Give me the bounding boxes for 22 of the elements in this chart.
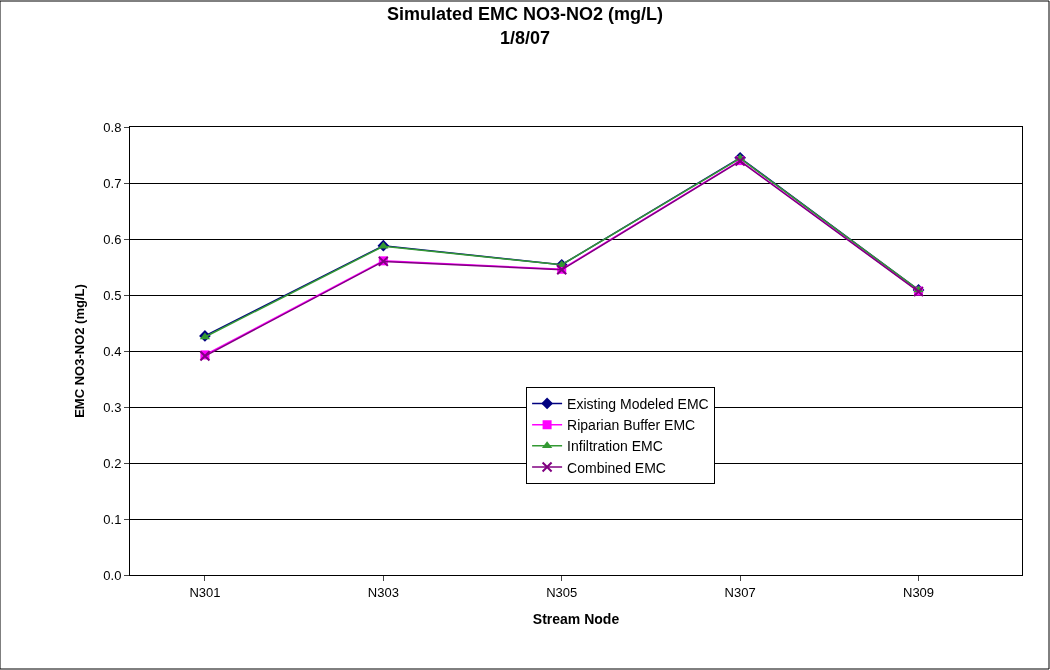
y-tick-label: 0.1 [103, 511, 122, 527]
legend-label: Riparian Buffer EMC [567, 417, 696, 434]
x-tick-label: N309 [902, 584, 935, 600]
x-tick-label: N303 [367, 584, 399, 600]
legend-label: Combined EMC [567, 459, 666, 476]
y-tick-label: 0.0 [103, 567, 122, 583]
y-tick-label: 0.7 [103, 175, 122, 191]
chart-title: Simulated EMC NO3-NO2 (mg/L) [386, 4, 664, 25]
y-tick-label: 0.2 [103, 455, 122, 471]
legend-label: Existing Modeled EMC [567, 395, 709, 412]
y-tick-label: 0.8 [103, 119, 122, 135]
legend-label: Infiltration EMC [567, 438, 663, 455]
y-tick-label: 0.6 [103, 231, 122, 247]
chart-subtitle: 1/8/07 [499, 27, 551, 48]
x-tick-label: N307 [724, 584, 756, 600]
x-tick-label: N305 [546, 584, 578, 600]
x-axis-title: Stream Node [532, 610, 620, 627]
y-tick-label: 0.5 [103, 287, 122, 303]
x-tick-label: N301 [189, 584, 221, 600]
y-axis-title: EMC NO3-NO2 (mg/L) [72, 284, 88, 418]
y-tick-label: 0.4 [103, 343, 122, 359]
y-tick-label: 0.3 [103, 399, 122, 415]
